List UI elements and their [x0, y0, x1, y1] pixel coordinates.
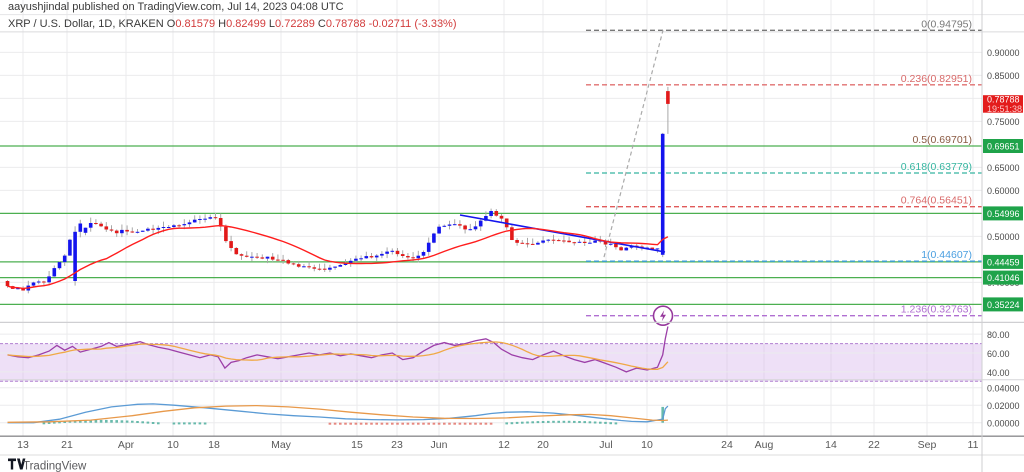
svg-text:0.41046: 0.41046 [987, 273, 1020, 283]
svg-text:Jul: Jul [599, 439, 612, 451]
svg-text:TradingView: TradingView [23, 461, 87, 472]
svg-text:15: 15 [351, 439, 363, 451]
svg-text:14: 14 [825, 439, 837, 451]
svg-text:0.85000: 0.85000 [987, 71, 1020, 81]
svg-text:0.04000: 0.04000 [987, 384, 1020, 394]
svg-text:10: 10 [167, 439, 179, 451]
svg-text:1(0.44607): 1(0.44607) [921, 249, 972, 261]
svg-text:0.54996: 0.54996 [987, 209, 1020, 219]
svg-text:aayushjindal published on Trad: aayushjindal published on TradingView.co… [8, 1, 344, 13]
svg-text:0.78788: 0.78788 [987, 95, 1020, 105]
svg-text:20: 20 [537, 439, 549, 451]
svg-text:0.69651: 0.69651 [987, 142, 1020, 152]
svg-text:22: 22 [868, 439, 880, 451]
svg-text:Sep: Sep [918, 439, 937, 451]
svg-text:80.00: 80.00 [987, 330, 1010, 340]
svg-text:0.5(0.69701): 0.5(0.69701) [912, 134, 972, 146]
svg-text:23: 23 [391, 439, 403, 451]
svg-text:21: 21 [61, 439, 73, 451]
svg-text:Jun: Jun [431, 439, 448, 451]
svg-text:May: May [271, 439, 292, 451]
svg-text:0.50000: 0.50000 [987, 232, 1020, 242]
svg-text:11: 11 [968, 439, 979, 451]
svg-text:0.236(0.82951): 0.236(0.82951) [901, 73, 972, 85]
svg-text:24: 24 [721, 439, 733, 451]
svg-text:0.764(0.56451): 0.764(0.56451) [901, 195, 972, 207]
svg-text:0.00000: 0.00000 [987, 419, 1020, 429]
svg-text:0.75000: 0.75000 [987, 117, 1020, 127]
svg-text:0.44459: 0.44459 [987, 257, 1020, 267]
svg-text:13: 13 [17, 439, 29, 451]
svg-text:0.90000: 0.90000 [987, 48, 1020, 58]
svg-text:0.60000: 0.60000 [987, 186, 1020, 196]
svg-text:0.65000: 0.65000 [987, 163, 1020, 173]
svg-text:12: 12 [498, 439, 510, 451]
svg-text:XRP / U.S. Dollar, 1D, KRAKEN: XRP / U.S. Dollar, 1D, KRAKEN O0.81579 H… [8, 18, 457, 30]
svg-text:19:51:38: 19:51:38 [987, 104, 1022, 114]
svg-text:18: 18 [208, 439, 220, 451]
svg-text:0.618(0.63779): 0.618(0.63779) [901, 161, 972, 173]
svg-text:1.236(0.32763): 1.236(0.32763) [901, 304, 972, 316]
svg-text:Apr: Apr [118, 439, 135, 451]
svg-text:Aug: Aug [755, 439, 774, 451]
svg-text:0.35224: 0.35224 [987, 300, 1020, 310]
svg-text:0.02000: 0.02000 [987, 401, 1020, 411]
svg-text:60.00: 60.00 [987, 349, 1010, 359]
svg-text:40.00: 40.00 [987, 368, 1010, 378]
svg-text:0(0.94795): 0(0.94795) [921, 18, 972, 30]
svg-text:10: 10 [641, 439, 653, 451]
